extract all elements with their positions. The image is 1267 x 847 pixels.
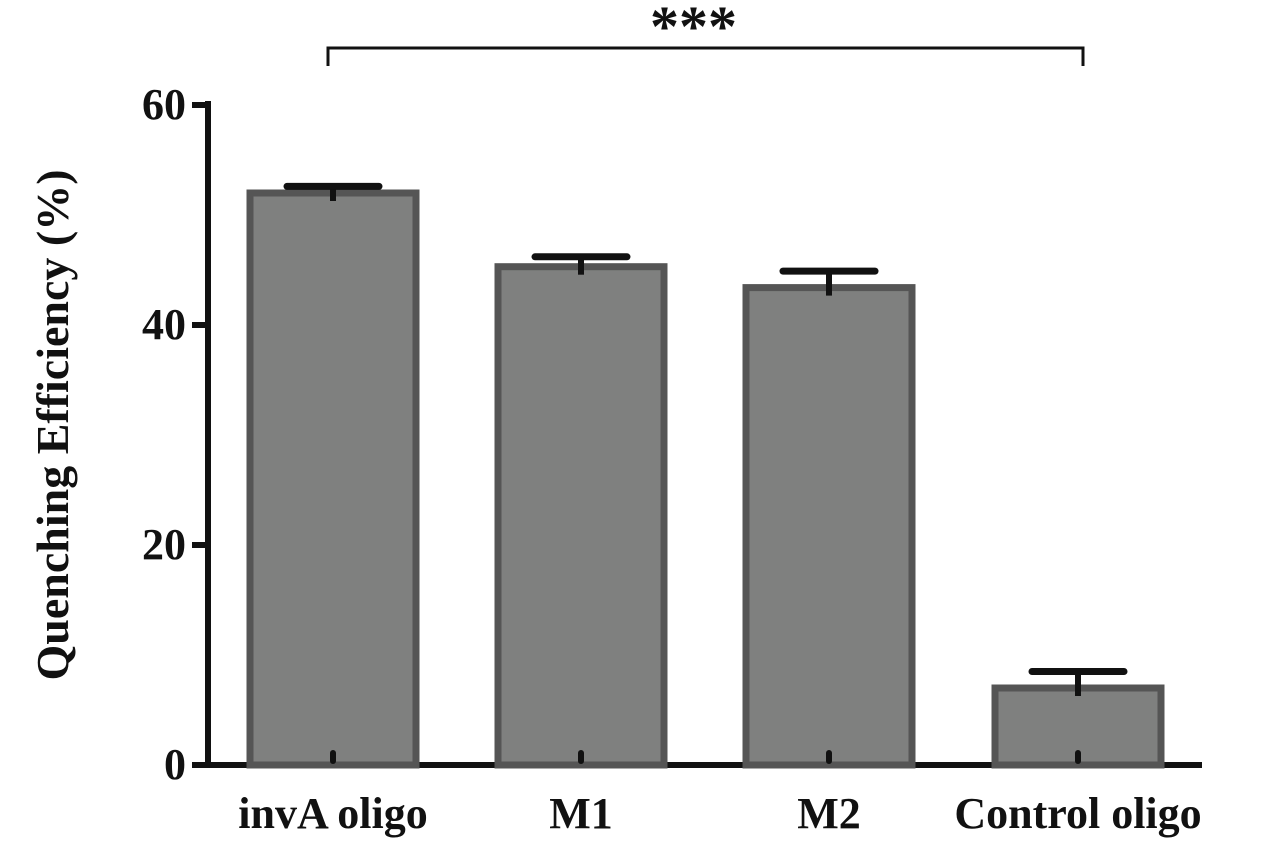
y-tick-label: 0 <box>164 740 186 789</box>
x-category-label: M2 <box>797 789 861 838</box>
bar <box>742 284 916 769</box>
y-tick-label: 20 <box>142 520 186 569</box>
y-axis-title: Quenching Efficiency (%) <box>27 169 78 680</box>
bars <box>246 182 1165 769</box>
significance-line <box>326 46 1085 66</box>
y-tick-label: 60 <box>142 80 186 129</box>
x-category-label: invA oligo <box>238 789 428 838</box>
x-category-label: Control oligo <box>954 789 1201 838</box>
bar <box>246 189 420 769</box>
bar <box>494 263 668 769</box>
y-ticks: 0 20 40 60 <box>142 80 208 789</box>
x-categories: invA oligo M1 M2 Control oligo <box>238 789 1201 838</box>
significance-bracket: *** <box>326 0 1085 66</box>
significance-label: *** <box>650 0 737 59</box>
x-category-label: M1 <box>549 789 613 838</box>
y-tick-label: 40 <box>142 300 186 349</box>
